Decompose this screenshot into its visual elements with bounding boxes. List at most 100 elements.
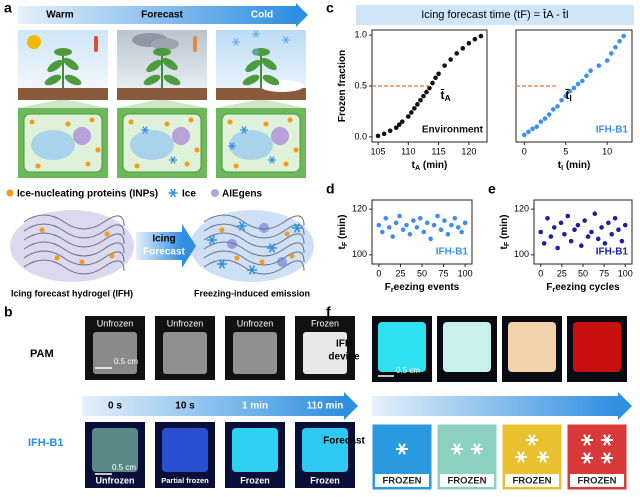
snowflake-stroke [269, 156, 275, 164]
point [466, 40, 472, 46]
y-tick-label: 120 [352, 204, 367, 214]
point [589, 229, 594, 235]
inp-dot [259, 259, 265, 265]
inp-dot [29, 119, 35, 125]
point [585, 234, 591, 239]
snowflake-stroke [170, 188, 176, 198]
point [442, 63, 447, 68]
inp-dot [104, 231, 110, 237]
stage-label: Cold [251, 10, 273, 21]
leaf [153, 48, 171, 56]
point [575, 222, 581, 228]
forecast-band [505, 474, 559, 487]
forecast-row: FROZEN FROZEN FROZEN FROZEN [371, 423, 628, 491]
snowflake-stroke [603, 434, 611, 446]
snowflake-stroke [170, 156, 176, 164]
zoom [216, 100, 306, 108]
x-tick-label: 0 [538, 268, 543, 278]
point [592, 211, 598, 217]
nucleus [271, 127, 289, 145]
y-tick-label: 1.0 [354, 29, 367, 39]
sun [27, 35, 41, 49]
leaf [146, 59, 162, 73]
forecast-band [570, 474, 624, 487]
y-axis-label: tF (min) [499, 215, 511, 250]
point [608, 51, 614, 56]
panel-label: d [326, 181, 335, 197]
sample [93, 332, 137, 374]
inp-dot [234, 255, 240, 261]
panel-label: b [4, 304, 13, 320]
row-label: device [328, 352, 360, 363]
x-tick-label: 105 [371, 146, 386, 156]
snowflake-stroke [253, 48, 259, 56]
annotation: IFH-B1 [436, 247, 469, 258]
point [427, 85, 432, 91]
point [559, 97, 564, 103]
sample [508, 322, 556, 372]
point [390, 234, 395, 239]
nucleus [73, 127, 91, 145]
aie-dot [259, 223, 269, 233]
x-tick-label: 120 [461, 146, 476, 156]
y-tick-label: 100 [514, 249, 529, 259]
snowflake-stroke [517, 451, 525, 463]
point [386, 225, 392, 230]
snowflake-stroke [218, 259, 226, 269]
panel-label: f [326, 304, 331, 320]
inp-dot [219, 227, 225, 233]
snowflake-stroke [398, 443, 406, 455]
point [579, 78, 585, 84]
point [575, 81, 581, 87]
leaf [64, 74, 82, 86]
caption: Icing forecast hydrogel (IFH) [11, 288, 133, 298]
inp-dot [85, 161, 91, 167]
x-tick-label: 25 [557, 268, 567, 278]
point [445, 231, 451, 237]
scale-label: 0.5 cm [114, 357, 138, 366]
snowflake-stroke [208, 235, 216, 245]
legend-dot [211, 189, 219, 197]
row-label: IFH [336, 339, 352, 350]
y-tick-label: 0.5 [354, 80, 367, 90]
point [421, 229, 427, 235]
x-tick-label: 25 [395, 268, 405, 278]
sample [443, 322, 491, 372]
time-arrow [82, 396, 344, 416]
point [521, 132, 527, 138]
zoom [18, 100, 108, 108]
point [530, 126, 535, 132]
point [542, 116, 548, 121]
inp-dot [128, 119, 134, 125]
point [526, 129, 531, 135]
point [418, 97, 423, 103]
point [454, 51, 460, 56]
point [380, 229, 385, 235]
point [462, 220, 468, 226]
leaf [163, 74, 181, 86]
ground [117, 88, 207, 100]
x-tick-label: 0 [522, 146, 527, 156]
forecast-state: FROZEN [382, 476, 421, 487]
panel-label: c [326, 0, 334, 16]
cells [18, 100, 306, 178]
sample [302, 428, 348, 472]
time-label: 1 min [242, 401, 268, 412]
point [621, 33, 627, 39]
arrow-label: Icing [152, 234, 175, 245]
state-label: Unfrozen [167, 318, 204, 328]
point [558, 220, 564, 226]
annotation: t̄A [441, 88, 451, 103]
leaf [162, 57, 178, 71]
point [399, 119, 405, 124]
pam-row: Unfrozen Unfrozen Unfrozen Frozen 0.5 cm [85, 316, 355, 380]
snowflake-stroke [583, 452, 591, 464]
leaf [252, 48, 270, 56]
inp-dot [65, 121, 71, 127]
point [431, 222, 437, 228]
point [619, 238, 625, 244]
polymer-chain [23, 223, 125, 239]
inp-dot [134, 163, 140, 169]
sample [573, 322, 621, 372]
point [568, 238, 574, 244]
